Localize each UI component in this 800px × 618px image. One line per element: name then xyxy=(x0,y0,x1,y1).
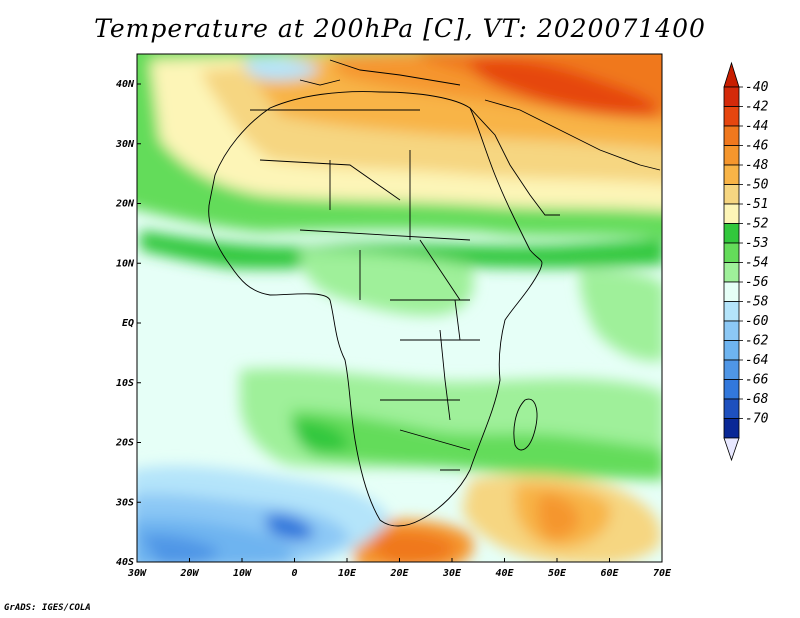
x-tick-label: 20E xyxy=(389,568,409,579)
colorbar-label: -66 xyxy=(745,373,769,388)
colorbar-label: -50 xyxy=(745,178,769,193)
colorbar-label: -53 xyxy=(745,236,768,251)
colorbar-label: -60 xyxy=(745,314,769,329)
colorbar-swatch xyxy=(723,203,740,224)
temperature-field xyxy=(137,54,662,562)
y-tick-label: 10S xyxy=(116,378,134,389)
colorbar-swatch xyxy=(723,164,740,185)
x-tick-label: 10W xyxy=(233,568,252,579)
colorbar-swatch xyxy=(723,106,740,127)
colorbar-swatch xyxy=(723,262,740,283)
colorbar-swatch xyxy=(723,418,740,439)
colorbar-swatch xyxy=(723,340,740,361)
colorbar-label: -70 xyxy=(745,412,769,427)
colorbar-bottom-arrow xyxy=(723,437,740,462)
colorbar-swatch xyxy=(723,125,740,146)
x-tick-label: 60E xyxy=(600,568,619,579)
colorbar-label: -48 xyxy=(745,158,769,173)
x-axis: 30W 20W 10W 0 10E 20E 30E 40E 50E 60E 70E xyxy=(127,558,672,579)
colorbar-swatch xyxy=(723,301,740,322)
colorbar-swatch xyxy=(723,398,740,419)
y-tick-label: EQ xyxy=(122,318,134,329)
colorbar-swatch xyxy=(723,223,740,244)
colorbar-label: -64 xyxy=(745,353,768,368)
colorbar-swatch xyxy=(723,320,740,341)
y-tick-label: 20N xyxy=(115,199,135,210)
colorbar-label: -62 xyxy=(745,334,769,349)
y-tick-label: 40N xyxy=(116,79,135,90)
colorbar-swatch xyxy=(723,379,740,400)
y-tick-label: 30S xyxy=(115,497,134,508)
y-axis: 40N 30N 20N 10N EQ 10S 20S 30S 40S xyxy=(115,79,141,568)
colorbar-label: -56 xyxy=(745,275,769,290)
colorbar-swatch xyxy=(723,184,740,205)
colorbar-swatch xyxy=(723,145,740,166)
y-tick-label: 20S xyxy=(115,438,134,449)
colorbar-label: -58 xyxy=(745,295,769,310)
colorbar-swatch xyxy=(723,359,740,380)
colorbar-label: -44 xyxy=(745,119,768,134)
colorbar-label: -40 xyxy=(745,80,769,95)
y-tick-label: 10N xyxy=(116,258,135,269)
x-tick-label: 0 xyxy=(291,568,297,579)
credit-label: GrADS: IGES/COLA xyxy=(4,603,91,613)
x-tick-label: 10E xyxy=(338,568,357,579)
x-tick-label: 30W xyxy=(127,568,147,579)
y-tick-label: 40S xyxy=(116,557,134,568)
colorbar-swatch xyxy=(723,281,740,302)
colorbar-swatch xyxy=(723,86,740,107)
x-tick-label: 40E xyxy=(495,568,514,579)
y-tick-label: 30N xyxy=(115,139,135,150)
x-tick-label: 70E xyxy=(653,568,672,579)
colorbar-label: -68 xyxy=(745,392,769,407)
colorbar-label: -52 xyxy=(745,217,769,232)
x-tick-label: 50E xyxy=(548,568,567,579)
colorbar-label: -46 xyxy=(745,139,769,154)
colorbar-label: -51 xyxy=(745,197,768,212)
colorbar-label: -42 xyxy=(745,100,769,115)
colorbar: -40 -42 -44 -46 -48 -50 -51 -52 -53 -54 -56 -58 -60 -… xyxy=(723,61,769,462)
x-tick-label: 30E xyxy=(442,568,462,579)
colorbar-label: -54 xyxy=(745,256,768,271)
colorbar-swatch xyxy=(723,242,740,263)
x-tick-label: 20W xyxy=(179,568,199,579)
map-title: Temperature at 200hPa [C], VT: 202007140… xyxy=(94,14,706,43)
colorbar-top-arrow xyxy=(723,61,740,88)
coastlines xyxy=(208,59,661,527)
